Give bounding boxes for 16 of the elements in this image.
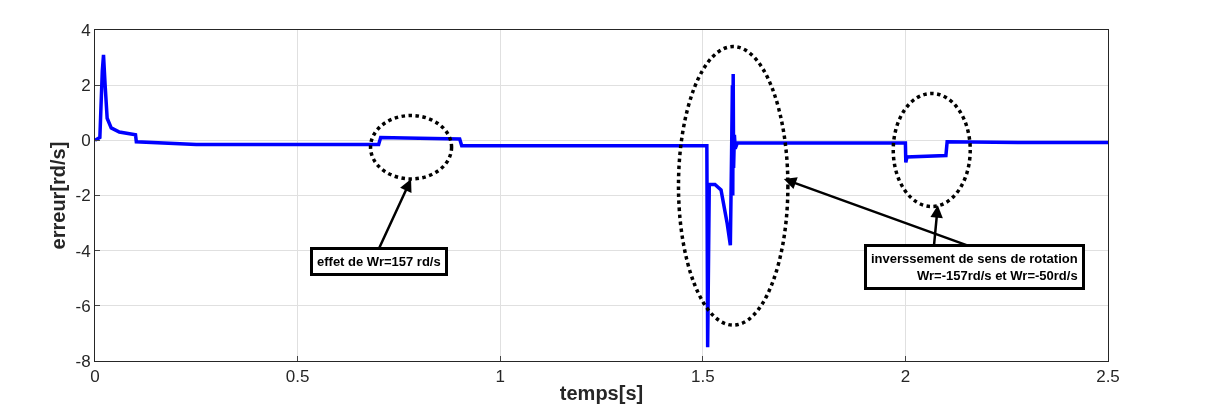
y-tick-label: -8 xyxy=(75,351,91,371)
y-tick-label: -6 xyxy=(75,296,91,316)
y-tick-label: -4 xyxy=(75,241,91,261)
x-tick-label: 2 xyxy=(900,367,911,387)
x-tick-label: 2.5 xyxy=(1096,367,1120,387)
y-tick-label: 0 xyxy=(81,131,91,151)
y-tick-label: -2 xyxy=(75,186,91,206)
y-tick-label: 2 xyxy=(81,76,91,96)
y-tick-label: 4 xyxy=(81,20,91,40)
y-axis-title: erreur[rd/s] xyxy=(46,141,69,250)
annotation: inverssement de sens de rotation Wr=-157rd/s et Wr=-50rd/s xyxy=(871,251,1078,283)
x-tick-label: 0.5 xyxy=(285,367,310,387)
annotation: effet de Wr=157 rd/s xyxy=(317,254,441,269)
x-tick-label: 1.5 xyxy=(690,367,715,387)
x-axis-title: temps[s] xyxy=(559,381,644,404)
x-tick-label: 1 xyxy=(495,367,505,387)
